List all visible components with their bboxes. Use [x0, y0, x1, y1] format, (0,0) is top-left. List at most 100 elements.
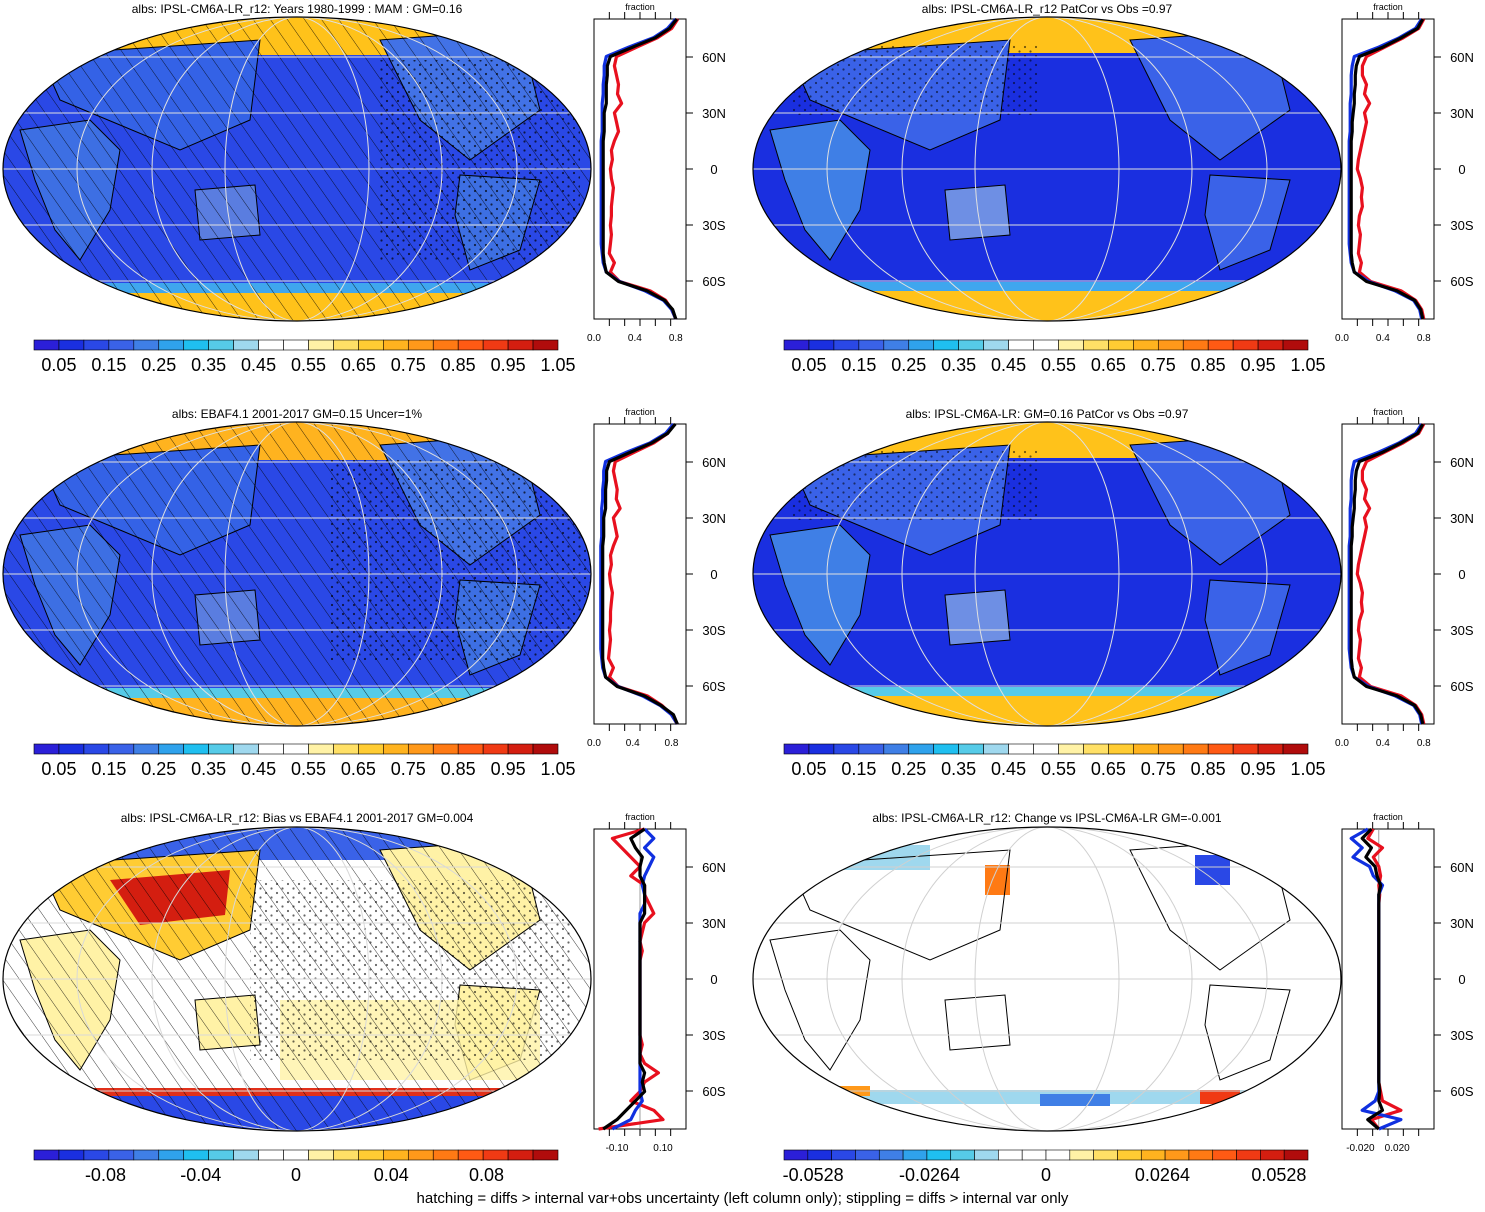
colorbar-tick-label: 0.65	[341, 355, 376, 375]
colorbar-swatch	[1283, 1149, 1309, 1161]
colorbar-swatch	[58, 1149, 85, 1161]
colorbar-swatch	[308, 743, 334, 755]
profile-frame	[1341, 828, 1435, 1130]
colorbar-tick-label: 0.85	[1191, 759, 1226, 779]
colorbar-swatch	[507, 339, 534, 351]
colorbar-swatch	[383, 339, 409, 351]
profile-axis-title: fraction	[625, 2, 655, 12]
profile-x-tick-label: 0.0	[587, 333, 601, 344]
colorbar-swatch	[783, 743, 810, 755]
colorbar-tick-label: 0.35	[941, 759, 976, 779]
colorbar-swatch	[950, 1149, 975, 1161]
colorbar-swatch	[383, 743, 409, 755]
panel-2-map	[753, 17, 1341, 321]
panel-1-map	[3, 17, 591, 321]
colorbar-swatch	[208, 743, 234, 755]
colorbar-swatch	[158, 339, 185, 351]
colorbar-tick-label: 0.55	[1041, 355, 1076, 375]
profile-line-model	[1355, 423, 1426, 725]
colorbar-tick-label: 0.05	[791, 355, 826, 375]
panel-6-colorbar: -0.0528 -0.0264 0 0.0264 0.0528	[783, 1149, 1309, 1185]
colorbar-swatch	[1282, 743, 1309, 755]
colorbar-swatch	[1058, 743, 1084, 755]
profile-line-mean	[601, 422, 679, 725]
colorbar-swatch	[158, 1149, 185, 1161]
colorbar-swatch	[58, 743, 85, 755]
colorbar-swatch	[507, 743, 534, 755]
profile-line-mean	[1349, 423, 1425, 725]
profile-lat-label: 30N	[1450, 511, 1474, 526]
panel-4-title: albs: IPSL-CM6A-LR: GM=0.16 PatCor vs Ob…	[906, 407, 1189, 421]
panel-6-title: albs: IPSL-CM6A-LR_r12: Change vs IPSL-C…	[872, 811, 1221, 825]
profile-x-tick-label: 0.0	[1335, 333, 1349, 344]
colorbar-tick-label: 0.15	[841, 759, 876, 779]
colorbar-swatch	[1182, 743, 1209, 755]
profile-lat-label: 30N	[702, 106, 726, 121]
profile-x-tick-label: 0.4	[626, 738, 640, 749]
profile-lat-label: 30N	[1450, 106, 1474, 121]
colorbar-swatch	[283, 1149, 309, 1161]
profile-line-mean	[602, 827, 647, 1131]
colorbar-swatch	[432, 743, 459, 755]
profile-x-tick-label: 0.8	[1417, 738, 1431, 749]
colorbar-swatch	[83, 1149, 110, 1161]
colorbar-swatch	[902, 1149, 928, 1161]
colorbar-tick-label: -0.0264	[899, 1165, 960, 1185]
colorbar-tick-label: 0	[291, 1165, 301, 1185]
colorbar-swatch	[1257, 743, 1284, 755]
colorbar-tick-label: 0.95	[1241, 759, 1276, 779]
figure-footnote: hatching = diffs > internal var+obs unce…	[416, 1190, 1069, 1207]
colorbar-tick-label: -0.04	[180, 1165, 221, 1185]
colorbar-tick-label: 0.05	[41, 355, 76, 375]
panel-3-title: albs: EBAF4.1 2001-2017 GM=0.15 Uncer=1%	[172, 407, 422, 421]
profile-lat-label: 60N	[702, 50, 726, 65]
colorbar-swatch	[33, 743, 60, 755]
panel-1-colorbar: 0.05 0.15 0.25 0.35 0.45 0.55 0.65 0.75 0.85 0.95…	[33, 339, 576, 375]
panel-4-colorbar: 0.05 0.15 0.25 0.35 0.45 0.55 0.65 0.75 0.85 0.95…	[783, 743, 1326, 779]
colorbar-tick-label: 0.08	[469, 1165, 504, 1185]
colorbar-swatch	[933, 339, 959, 351]
colorbar-swatch	[208, 339, 234, 351]
colorbar-swatch	[1033, 743, 1059, 755]
profile-line-model	[1355, 18, 1426, 320]
colorbar-swatch	[1260, 1149, 1285, 1161]
profile-lat-label: 30S	[1450, 1028, 1473, 1043]
colorbar-tick-label: 0.55	[1041, 759, 1076, 779]
colorbar-tick-label: 1.05	[540, 759, 575, 779]
graticule	[3, 422, 591, 726]
profile-lat-label: 60N	[702, 455, 726, 470]
colorbar-swatch	[233, 743, 259, 755]
colorbar-swatch	[1069, 1149, 1094, 1161]
colorbar-tick-label: 0.65	[1091, 759, 1126, 779]
stippling-overlay	[790, 450, 1040, 520]
colorbar-tick-label: 0.0264	[1135, 1165, 1190, 1185]
profile-line-mean	[601, 18, 679, 320]
profile-lat-label: 30N	[702, 916, 726, 931]
colorbar-swatch	[933, 743, 959, 755]
colorbar-tick-label: 0.0528	[1251, 1165, 1306, 1185]
colorbar-tick-label: 0.15	[91, 759, 126, 779]
panel-2-zonal-profile: fraction 60N 30N 0 30S 60S 0.0 0.4 0.8	[1335, 2, 1474, 344]
stippling-overlay	[790, 45, 1040, 115]
colorbar-tick-label: 0.85	[441, 355, 476, 375]
colorbar-swatch	[482, 339, 509, 351]
profile-lat-label: 60S	[702, 274, 725, 289]
profile-x-tick-label: 0.4	[1376, 333, 1390, 344]
colorbar-tick-label: 1.05	[1290, 759, 1325, 779]
land-greenland	[469, 17, 561, 56]
colorbar-swatch	[258, 339, 284, 351]
colorbar-swatch	[407, 339, 434, 351]
panel-4-zonal-profile: fraction 60N 30N 0 30S 60S 0.0 0.4 0.8	[1335, 407, 1474, 749]
colorbar-swatch	[1188, 1149, 1214, 1161]
colorbar-swatch	[482, 743, 509, 755]
colorbar-swatch	[1008, 339, 1034, 351]
colorbar-swatch	[333, 743, 359, 755]
colorbar-swatch	[133, 743, 160, 755]
colorbar-swatch	[908, 339, 935, 351]
colorbar-tick-label: 0.35	[191, 759, 226, 779]
profile-line-mean	[1360, 827, 1385, 1131]
colorbar-swatch	[308, 339, 334, 351]
colorbar-tick-label: 0.95	[491, 355, 526, 375]
colorbar-swatch	[108, 339, 135, 351]
colorbar-tick-label: 0.95	[491, 759, 526, 779]
